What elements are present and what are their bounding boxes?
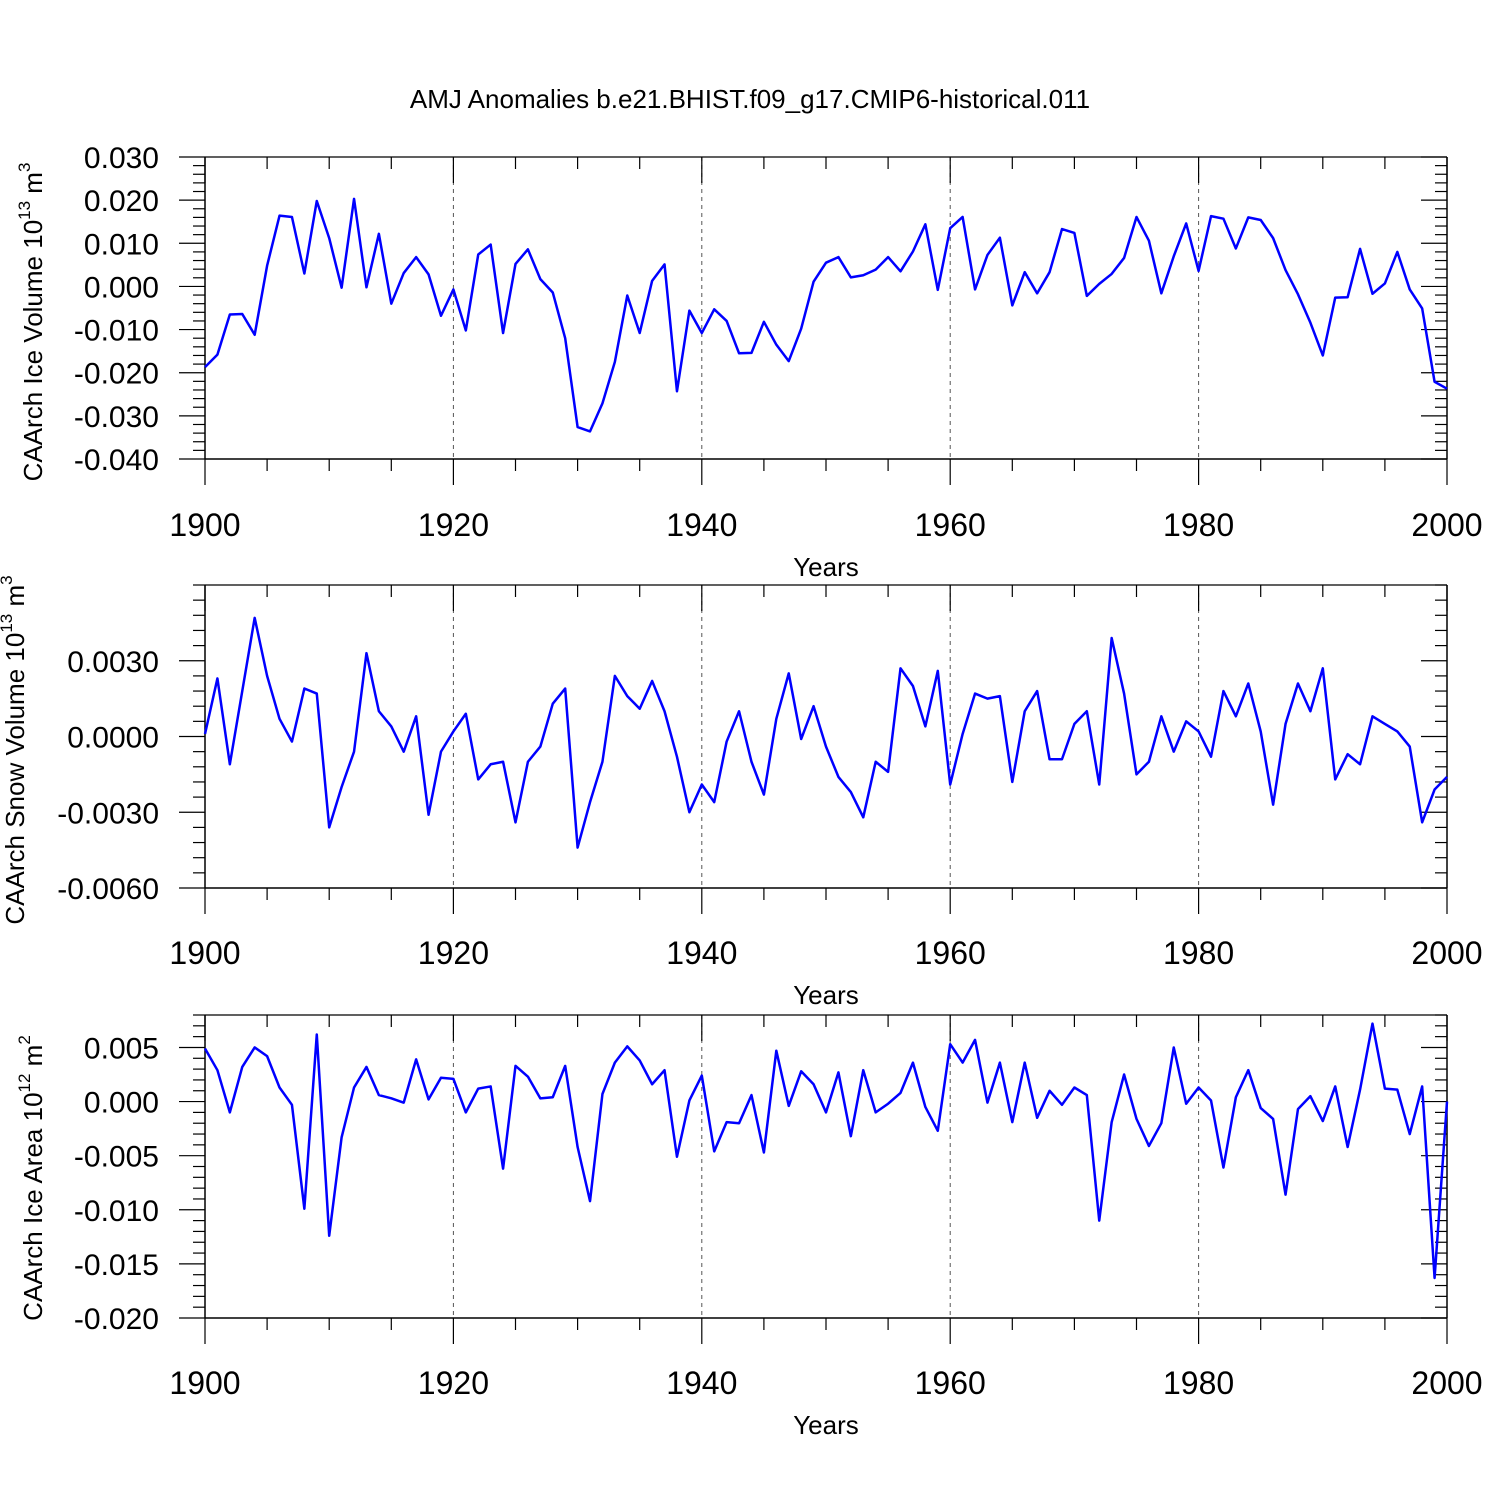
snow-volume-xtick-label-3: 1960 <box>915 935 986 971</box>
ice-volume-ytick-label-3: 0.000 <box>84 271 159 304</box>
ice-area-y-axis-title-part-3: 2 <box>15 1035 34 1044</box>
ice-volume-ytick-label-2: 0.010 <box>84 228 159 261</box>
snow-volume-x-axis-title: Years <box>793 980 859 1010</box>
ice-volume-y-axis-title-part-1: 13 <box>15 201 34 220</box>
ice-volume-y-axis-title-part-3: 3 <box>15 163 34 172</box>
ice-volume-ytick-label-7: -0.040 <box>74 444 159 477</box>
ice-area-xtick-label-3: 1960 <box>915 1365 986 1401</box>
ice-volume-y-axis-title-part-0: CAArch Ice Volume 10 <box>18 220 48 482</box>
ice-area-xtick-label-2: 1940 <box>666 1365 737 1401</box>
snow-volume-xtick-label-0: 1900 <box>169 935 240 971</box>
snow-volume-ytick-label-0: 0.0030 <box>67 646 159 679</box>
snow-volume-y-axis-title-part-3: 3 <box>0 575 16 584</box>
ice-area-y-axis-title: CAArch Ice Area 1012 m2 <box>15 1035 48 1321</box>
ice-volume-xtick-label-3: 1960 <box>915 507 986 543</box>
snow-volume-ytick-label-1: 0.0000 <box>67 722 159 755</box>
ice-area-xtick-label-4: 1980 <box>1163 1365 1234 1401</box>
ice-volume-y-axis-title-text: CAArch Ice Volume 1013 m3 <box>15 163 48 482</box>
ice-volume-xtick-label-5: 2000 <box>1411 507 1482 543</box>
snow-volume-ytick-label-2: -0.0030 <box>57 797 159 830</box>
snow-volume-y-axis-title-part-2: m <box>0 585 30 614</box>
ice-volume-ytick-label-1: 0.020 <box>84 185 159 218</box>
ice-volume-y-axis-title: CAArch Ice Volume 1013 m3 <box>15 163 48 482</box>
snow-volume-xtick-label-5: 2000 <box>1411 935 1482 971</box>
ice-area-ytick-label-5: -0.020 <box>74 1303 159 1336</box>
ice-volume-xtick-label-0: 1900 <box>169 507 240 543</box>
snow-volume-y-axis-title-part-1: 13 <box>0 614 16 633</box>
ice-area-ytick-label-1: 0.000 <box>84 1087 159 1120</box>
ice-area-ytick-label-2: -0.005 <box>74 1141 159 1174</box>
ice-area-x-axis-title: Years <box>793 1410 859 1440</box>
ice-area-xtick-label-1: 1920 <box>418 1365 489 1401</box>
ice-volume-series-line-0 <box>204 197 1448 433</box>
snow-volume-xtick-label-1: 1920 <box>418 935 489 971</box>
snow-volume-xtick-label-4: 1980 <box>1163 935 1234 971</box>
ice-volume-ytick-label-5: -0.020 <box>74 358 159 391</box>
figure-title: AMJ Anomalies b.e21.BHIST.f09_g17.CMIP6-… <box>409 84 1091 114</box>
snow-volume-y-axis-title-part-0: CAArch Snow Volume 10 <box>0 633 30 925</box>
ice-volume-x-axis-title: Years <box>793 552 859 582</box>
snow-volume-y-axis-title: CAArch Snow Volume 1013 m3 <box>0 575 30 924</box>
ice-volume-ytick-label-6: -0.030 <box>74 401 159 434</box>
ice-area-xtick-label-5: 2000 <box>1411 1365 1482 1401</box>
snow-volume-ytick-label-3: -0.0060 <box>57 873 159 906</box>
ice-area-y-axis-title-part-2: m <box>18 1045 48 1074</box>
ice-area-ytick-label-3: -0.010 <box>74 1195 159 1228</box>
ice-volume-xtick-label-4: 1980 <box>1163 507 1234 543</box>
ice-volume-ytick-label-4: -0.010 <box>74 315 159 348</box>
ice-area-series-line-0 <box>203 1022 1449 1280</box>
ice-volume-xtick-label-2: 1940 <box>666 507 737 543</box>
ice-area-xtick-label-0: 1900 <box>169 1365 240 1401</box>
ice-area-ytick-label-0: 0.005 <box>84 1032 159 1065</box>
ice-area-ytick-label-4: -0.015 <box>74 1249 159 1282</box>
ice-area-y-axis-title-text: CAArch Ice Area 1012 m2 <box>15 1035 48 1321</box>
snow-volume-y-axis-title-text: CAArch Snow Volume 1013 m3 <box>0 575 30 924</box>
snow-volume-xtick-label-2: 1940 <box>666 935 737 971</box>
ice-area-y-axis-title-part-0: CAArch Ice Area 10 <box>18 1092 48 1320</box>
ice-volume-ytick-label-0: 0.030 <box>84 142 159 175</box>
ice-volume-xtick-label-1: 1920 <box>418 507 489 543</box>
ice-volume-y-axis-title-part-2: m <box>18 172 48 201</box>
snow-volume-series-line-0 <box>203 616 1448 849</box>
ice-area-y-axis-title-part-1: 12 <box>15 1074 34 1093</box>
